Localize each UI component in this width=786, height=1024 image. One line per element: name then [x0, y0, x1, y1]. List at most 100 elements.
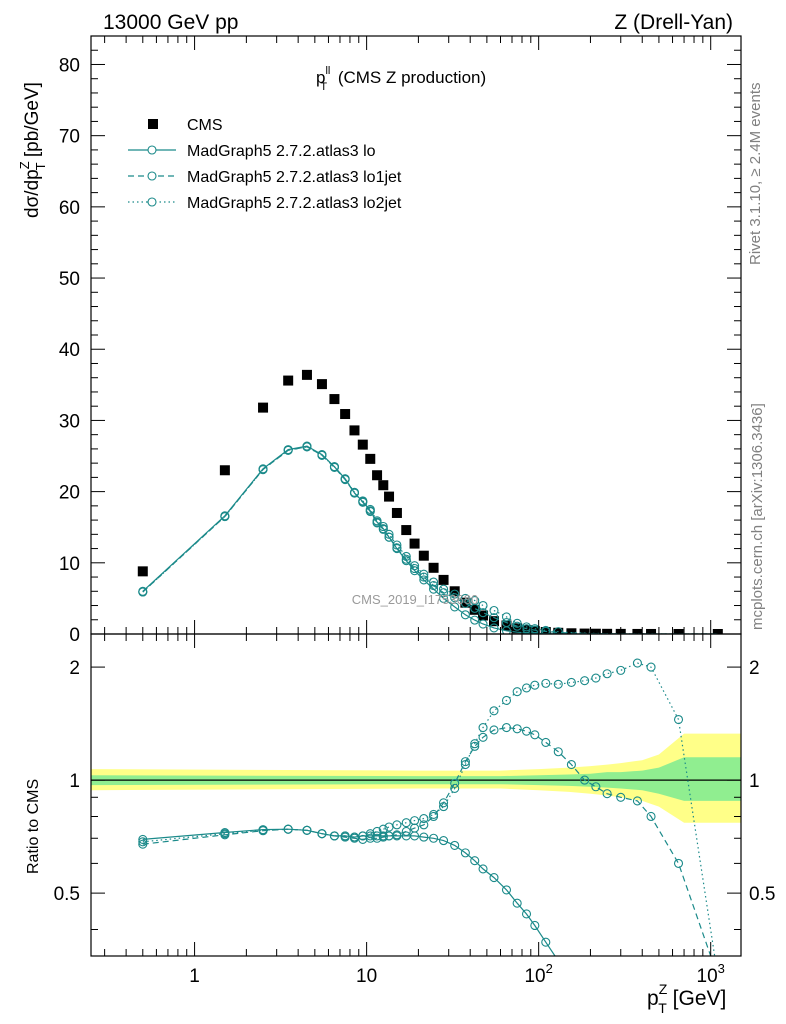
mc-point — [220, 511, 230, 522]
y-tick-label-right: 2 — [749, 658, 760, 679]
cms-data-point — [301, 369, 312, 380]
ratio-point — [450, 778, 460, 788]
mc-point — [501, 612, 512, 622]
cms-data-point — [372, 470, 383, 481]
cms-data-point — [590, 628, 601, 634]
ratio-point — [616, 792, 626, 802]
cms-data-point — [137, 566, 148, 577]
mc-point — [401, 551, 411, 561]
ratio-point — [401, 818, 411, 828]
ratio-series-1-line — [142, 726, 712, 956]
cms-data-point — [602, 628, 613, 634]
legend-marker — [147, 197, 157, 207]
analysis-watermark: CMS_2019_I1753680 — [352, 592, 479, 607]
y-tick-label: 30 — [59, 411, 80, 432]
legend-label: CMS — [187, 117, 223, 134]
ratio-point — [566, 677, 576, 688]
ratio-point — [521, 726, 532, 736]
legend-marker — [147, 145, 157, 155]
ratio-panel: 1 10 102 103 0.5 0.5 1 1 2 2 — [54, 633, 775, 987]
ratio-point — [283, 824, 293, 834]
main-panel: 0 10 20 30 40 50 60 70 80 CMS_2019_I1753680 — [59, 35, 742, 646]
mc-point — [541, 625, 551, 634]
cms-data-point — [365, 453, 376, 464]
cms-data-point — [579, 628, 590, 634]
ratio-point — [501, 695, 512, 705]
ratio-point — [372, 831, 382, 841]
y-tick-label: 20 — [59, 483, 80, 504]
y-tick-label: 10 — [59, 554, 80, 575]
ratio-point — [478, 864, 488, 874]
ratio-point — [591, 673, 601, 683]
mc-point — [521, 622, 532, 632]
y-tick-label: 60 — [59, 198, 80, 219]
ratio-point — [602, 789, 612, 799]
ratio-point — [673, 714, 684, 725]
ratio-point — [478, 732, 488, 742]
ratio-point — [460, 848, 470, 858]
ratio-point — [138, 837, 148, 847]
y-tick-label: 0.5 — [54, 884, 80, 905]
ratio-point — [220, 829, 230, 839]
ratio-point — [512, 687, 522, 697]
ratio-point — [460, 757, 470, 767]
cms-data-point — [478, 610, 489, 621]
upper-y-axis-label: dσ/dpZT [pb/GeV] — [17, 82, 48, 218]
ratio-point — [530, 680, 540, 690]
ratio-point — [439, 836, 449, 846]
main-data-layer — [137, 369, 723, 634]
cms-data-point — [566, 628, 577, 634]
mc-point — [460, 593, 470, 603]
mc-point — [489, 623, 499, 633]
ratio-point — [530, 730, 540, 740]
ratio-point — [439, 798, 449, 808]
ratio-point — [580, 676, 590, 686]
ratio-point — [419, 820, 429, 830]
ratio-point — [450, 783, 460, 794]
ratio-point — [521, 683, 532, 693]
ratio-point — [616, 665, 626, 675]
ratio-point — [521, 909, 532, 919]
ratio-point — [410, 816, 420, 826]
y-tick-label-right: 1 — [749, 771, 760, 792]
ratio-point — [512, 898, 522, 908]
cms-data-point — [384, 491, 395, 502]
mc-point — [450, 602, 460, 612]
mc-point — [553, 627, 563, 634]
cms-data-point — [349, 425, 360, 436]
mc-point — [365, 504, 375, 514]
ratio-point — [553, 747, 563, 757]
side-label-mcplots: mcplots.cern.ch [arXiv:1306.3436] — [749, 403, 766, 630]
y-tick-label: 0 — [69, 625, 80, 646]
x-tick-label: 10 — [356, 966, 377, 987]
cms-data-point — [418, 550, 429, 561]
ratio-data-layer — [138, 658, 716, 956]
cms-data-point — [501, 620, 512, 631]
ratio-point — [591, 782, 601, 792]
ratio-point — [580, 775, 590, 785]
uncertainty-band-inner — [91, 757, 741, 801]
legend-label: MadGraph5 2.7.2.atlas3 lo — [187, 143, 376, 160]
cms-data-point — [449, 586, 460, 597]
ratio-point — [470, 741, 480, 751]
mc-point — [317, 450, 327, 460]
cms-data-point — [329, 394, 340, 405]
mc-point — [419, 572, 429, 582]
cms-data-point — [512, 623, 523, 634]
header-left: 13000 GeV pp — [103, 11, 238, 34]
legend-label: MadGraph5 2.7.2.atlas3 lo2jet — [187, 195, 402, 212]
cms-data-point — [553, 627, 564, 634]
cms-data-point — [283, 375, 294, 386]
mc-point — [329, 462, 339, 472]
mc-point — [478, 619, 488, 629]
cms-data-point — [316, 379, 327, 390]
cms-data-point — [340, 409, 351, 420]
mc-point — [410, 561, 420, 571]
ratio-point — [460, 760, 470, 770]
mc-point — [429, 577, 439, 587]
ratio-point — [302, 825, 312, 835]
x-tick-label: 103 — [697, 961, 725, 987]
ratio-point — [138, 839, 148, 849]
mc-point — [450, 593, 460, 603]
